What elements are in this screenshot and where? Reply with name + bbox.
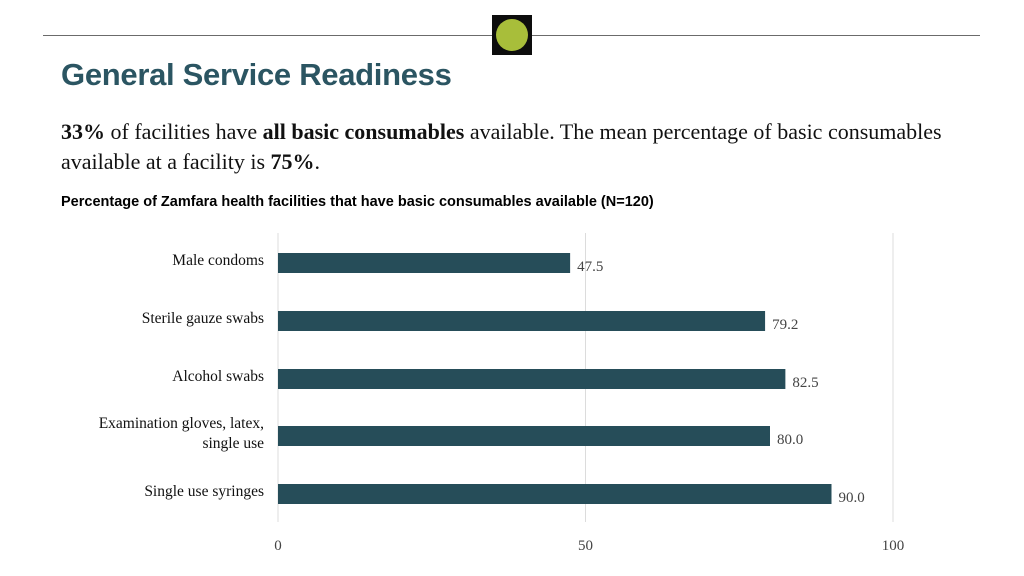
bar bbox=[278, 253, 571, 273]
category-label: Sterile gauze swabs bbox=[142, 310, 264, 327]
page-title: General Service Readiness bbox=[61, 57, 452, 92]
summary-pct-mean: 75% bbox=[270, 149, 315, 174]
category-label: Alcohol swabs bbox=[172, 368, 264, 385]
logo-circle-icon bbox=[496, 19, 528, 51]
logo bbox=[492, 15, 532, 55]
bar bbox=[278, 311, 766, 331]
summary-text-1: of facilities have bbox=[105, 119, 263, 144]
summary-emphasis: all basic consumables bbox=[262, 119, 465, 144]
summary-pct-all: 33% bbox=[61, 119, 105, 144]
x-tick-label: 50 bbox=[578, 538, 593, 554]
data-label: 80.0 bbox=[777, 432, 803, 448]
bar bbox=[278, 426, 770, 446]
data-label: 90.0 bbox=[839, 490, 865, 506]
data-label: 79.2 bbox=[772, 317, 798, 333]
summary-text: 33% of facilities have all basic consuma… bbox=[61, 117, 961, 177]
chart-title: Percentage of Zamfara health facilities … bbox=[61, 194, 654, 210]
category-label: Examination gloves, latex, single use bbox=[99, 415, 264, 452]
category-label: Single use syringes bbox=[144, 483, 264, 500]
summary-text-3: . bbox=[314, 149, 321, 174]
bar bbox=[278, 369, 786, 389]
category-label: Male condoms bbox=[172, 252, 264, 269]
x-tick-label: 100 bbox=[882, 538, 905, 554]
data-label: 82.5 bbox=[792, 375, 818, 391]
x-tick-label: 0 bbox=[274, 538, 282, 554]
data-label: 47.5 bbox=[577, 259, 603, 275]
summary-text-2: available. The mean percentage of basic … bbox=[61, 119, 942, 174]
bar bbox=[278, 484, 832, 504]
